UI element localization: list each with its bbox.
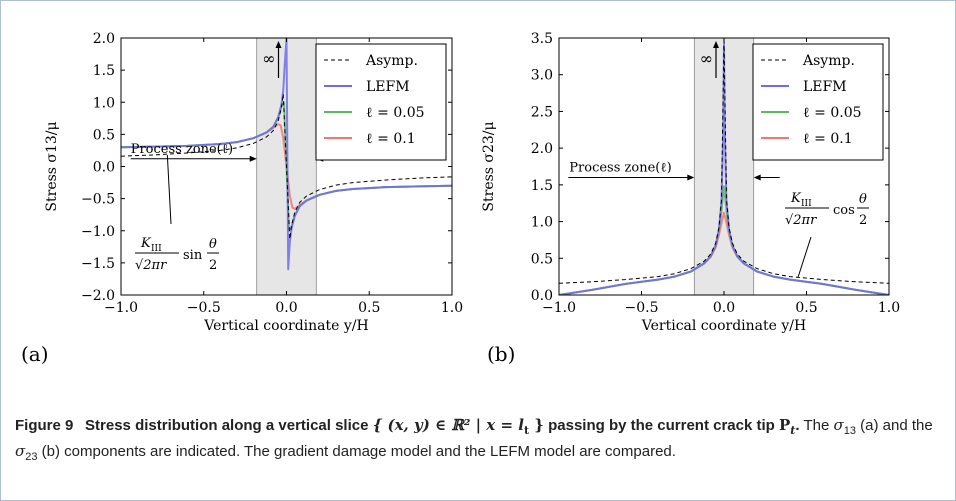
legend-label: ℓ = 0.05 bbox=[803, 105, 862, 121]
y-tick-label: 1.0 bbox=[93, 95, 115, 111]
x-axis-label: Vertical coordinate y/H bbox=[203, 318, 368, 334]
legend-label: LEFM bbox=[803, 79, 847, 95]
y-tick-label: 0.0 bbox=[531, 288, 553, 304]
y-axis-label: Stress σ23/μ bbox=[481, 121, 497, 211]
y-tick-label: 1.5 bbox=[93, 63, 115, 79]
process-zone-label: Process zone(ℓ) bbox=[569, 161, 671, 176]
legend-label: ℓ = 0.1 bbox=[803, 131, 853, 147]
x-tick-label: 0.5 bbox=[358, 300, 380, 316]
y-tick-label: −1.0 bbox=[81, 224, 115, 240]
formula-trig: sin bbox=[183, 248, 203, 263]
figure-plots: −2.0−1.5−1.0−0.50.00.51.01.52.0−1.0 −0.5 0… bbox=[21, 31, 900, 366]
y-axis-label: Stress σ13/μ bbox=[44, 121, 60, 211]
formula-theta: θ bbox=[209, 237, 217, 252]
formula-denominator: √2πr bbox=[135, 258, 167, 273]
series-line-asymp- bbox=[121, 93, 452, 240]
formula-denominator: √2πr bbox=[785, 213, 817, 228]
formula-two: 2 bbox=[209, 258, 217, 273]
x-tick-label: −0.5 bbox=[187, 300, 221, 316]
x-tick-label: 1.0 bbox=[441, 300, 463, 316]
series-line-lefm bbox=[121, 38, 452, 271]
x-tick-label: 0.5 bbox=[795, 300, 817, 316]
y-tick-label: 2.5 bbox=[531, 104, 553, 120]
panel-label: (a) bbox=[21, 342, 49, 366]
infinity-label: ∞ bbox=[700, 49, 713, 68]
x-tick-label: −1.0 bbox=[104, 300, 138, 316]
caption-set-expression: { (x, y) ∈ ℝ² | x = lt } bbox=[372, 416, 544, 437]
y-tick-label: 1.5 bbox=[531, 178, 553, 194]
series-line-lefm bbox=[559, 44, 889, 295]
y-tick-label: 3.0 bbox=[531, 68, 553, 84]
y-tick-label: 0.5 bbox=[93, 127, 115, 143]
series-group bbox=[121, 38, 452, 271]
formula-trig: cos bbox=[833, 203, 855, 218]
infinity-arrowhead bbox=[713, 41, 719, 48]
caption-tip-symbol: Pt bbox=[779, 416, 796, 437]
formula-two: 2 bbox=[859, 213, 867, 228]
caption-title-mid: passing by the current crack tip bbox=[548, 417, 775, 434]
y-tick-label: 1.0 bbox=[531, 215, 553, 231]
x-axis-label: Vertical coordinate y/H bbox=[641, 318, 806, 334]
y-tick-label: 0.5 bbox=[531, 251, 553, 267]
legend-label: ℓ = 0.05 bbox=[366, 105, 425, 121]
process-zone-arrowhead-right bbox=[753, 174, 761, 181]
series-group bbox=[559, 38, 889, 295]
legend-label: Asymp. bbox=[365, 53, 418, 69]
formula-k-sub: III bbox=[801, 199, 812, 209]
y-tick-label: −1.5 bbox=[81, 256, 115, 272]
x-tick-label: −0.5 bbox=[625, 300, 659, 316]
formula-k: K bbox=[140, 236, 152, 251]
legend-label: ℓ = 0.1 bbox=[366, 131, 416, 147]
y-tick-label: −0.5 bbox=[81, 192, 115, 208]
y-tick-label: 3.5 bbox=[531, 31, 553, 47]
formula-k-sub: III bbox=[151, 244, 162, 254]
chart-panel-b: 0.0 0.5 1.0 1.5 2.0 2.5 3.0 3.5 −1.0 −0.5 0.0 0.5 1.… bbox=[481, 31, 900, 366]
caption-title-start: Stress distribution along a vertical sli… bbox=[85, 417, 369, 434]
chart-legend: Asymp. LEFM ℓ = 0.05 ℓ = 0.1 bbox=[315, 43, 447, 161]
formula-pointer bbox=[797, 236, 812, 277]
chart-panel-a: −2.0 −1.5 −1.0 −0.5 0.0 0.5 1.0 1.5 2.0 −1.0 −0.5 0… bbox=[21, 31, 463, 366]
process-zone-arrowhead-left bbox=[249, 155, 257, 162]
legend-label: LEFM bbox=[366, 79, 410, 95]
series-line-asymp- bbox=[559, 38, 889, 284]
caption-body: The σ13 (a) and the σ23 (b) components a… bbox=[15, 416, 933, 463]
y-tick-label: 2.0 bbox=[531, 141, 553, 157]
process-zone-label: Process zone(ℓ) bbox=[131, 142, 233, 157]
infinity-arrowhead bbox=[275, 41, 282, 48]
y-tick-label: −2.0 bbox=[81, 288, 115, 304]
legend-label: Asymp. bbox=[802, 53, 855, 69]
figure-number: Figure 9 bbox=[15, 417, 74, 434]
chart-legend: Asymp. LEFM ℓ = 0.05 ℓ = 0.1 bbox=[752, 43, 884, 161]
x-tick-label: 1.0 bbox=[878, 300, 900, 316]
legend-box bbox=[752, 43, 884, 161]
panel-label: (b) bbox=[487, 342, 515, 366]
formula-k: K bbox=[790, 191, 802, 206]
infinity-label: ∞ bbox=[262, 49, 275, 68]
y-tick-label: 0.0 bbox=[93, 160, 115, 176]
formula-theta: θ bbox=[859, 192, 867, 207]
legend-box bbox=[315, 43, 447, 161]
x-tick-label: 0.0 bbox=[713, 300, 735, 316]
figure-caption: Figure 9 Stress distribution along a ver… bbox=[15, 415, 940, 467]
y-tick-label: 2.0 bbox=[93, 31, 115, 47]
caption-title-end: . bbox=[795, 417, 800, 434]
x-tick-label: −1.0 bbox=[542, 300, 576, 316]
x-tick-label: 0.0 bbox=[275, 300, 297, 316]
formula-pointer bbox=[166, 154, 172, 225]
process-zone-arrowhead-left bbox=[687, 174, 695, 181]
